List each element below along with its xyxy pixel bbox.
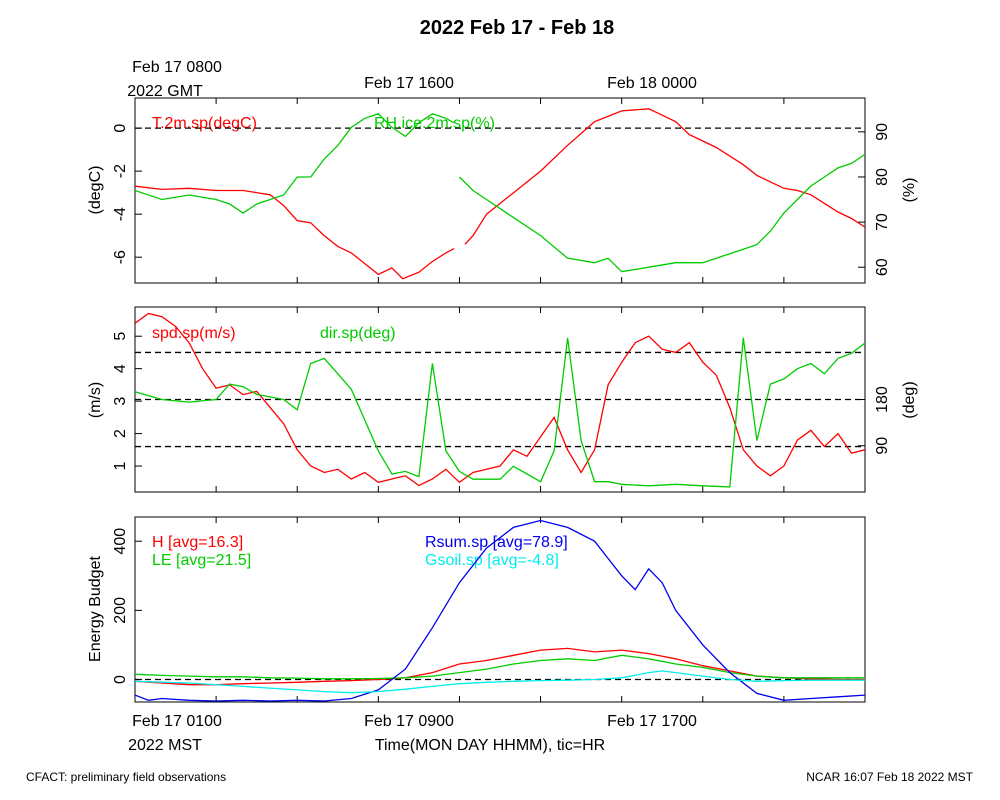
footer-left: CFACT: preliminary field observations (26, 770, 226, 784)
bottom-axis-timezone: 2022 MST (128, 737, 202, 754)
y-tick-label-left: 3 (112, 397, 129, 406)
legend-speed: spd.sp(m/s) (152, 325, 236, 342)
series-line-gsoil-sp (135, 670, 865, 694)
y-tick-label-right: 180 (874, 386, 891, 413)
y-tick-label-left: 0 (112, 675, 129, 684)
series-line-spd-sp-m-s- (135, 312, 865, 487)
y-tick-label-left: 2 (112, 429, 129, 438)
legend-h: H [avg=16.3] (152, 534, 243, 551)
y-tick-label-left: -6 (112, 250, 129, 264)
y-tick-label-left: -2 (112, 164, 129, 178)
series-line-t-2m-sp-degc- (135, 108, 865, 280)
panel-temperature-rh: (degC) (%) T.2m.sp(degC) RH.ice.2m.sp(%)… (87, 97, 918, 284)
y-tick-label-right: 90 (874, 123, 891, 141)
panel-frame (134, 516, 866, 703)
footer-right: NCAR 16:07 Feb 18 2022 MST (806, 770, 973, 784)
y-tick-label-left: 4 (112, 364, 129, 373)
top-axis-timezone: 2022 GMT (127, 83, 203, 100)
y-tick-label-left: 200 (112, 597, 129, 624)
panel-wind: (m/s) (deg) spd.sp(m/s) dir.sp(deg) 1 2 3 4… (87, 306, 918, 493)
chart-title: 2022 Feb 17 - Feb 18 (420, 17, 615, 39)
y-tick-label-left: -4 (112, 207, 129, 221)
series-line-rh-ice-2m-sp- (135, 113, 865, 273)
bottom-tick-label-1: Feb 17 0900 (364, 713, 454, 730)
legend-rsum: Rsum.sp [avg=78.9] (425, 534, 568, 551)
y-tick-label-right: 90 (874, 437, 891, 455)
y-tick-label-right: 60 (874, 258, 891, 276)
top-tick-label-2: Feb 18 0000 (607, 75, 697, 92)
series-line-le (135, 654, 865, 680)
y-tick-label-left: 1 (112, 461, 129, 470)
y-tick-label-right: 80 (874, 168, 891, 186)
y-axis-label-right: (%) (901, 178, 918, 203)
legend-gsoil: Gsoil.sp [avg=-4.8] (425, 552, 559, 569)
y-tick-label-left: 400 (112, 528, 129, 555)
legend-direction: dir.sp(deg) (320, 325, 396, 342)
y-axis-label-right: (deg) (901, 381, 918, 418)
panel-energy-budget: Energy Budget H [avg=16.3] LE [avg=21.5]… (87, 516, 866, 703)
series-line-rsum-sp (135, 519, 865, 702)
bottom-tick-label-0: Feb 17 0100 (132, 713, 222, 730)
x-axis-label: Time(MON DAY HHMM), tic=HR (375, 737, 605, 754)
bottom-tick-label-2: Feb 17 1700 (607, 713, 697, 730)
series-line-h (135, 647, 865, 686)
y-axis-label-left: (m/s) (87, 382, 104, 418)
legend-le: LE [avg=21.5] (152, 552, 251, 569)
y-tick-label-left: 5 (112, 332, 129, 341)
y-tick-label-right: 70 (874, 213, 891, 231)
y-tick-label-left: 0 (112, 124, 129, 133)
y-axis-label-left: (degC) (87, 166, 104, 215)
top-tick-label-0: Feb 17 0800 (132, 59, 222, 76)
series-line-dir-sp-deg- (135, 337, 865, 488)
top-tick-label-1: Feb 17 1600 (364, 75, 454, 92)
legend-t2m: T.2m.sp(degC) (152, 115, 257, 132)
y-axis-label-left: Energy Budget (87, 556, 104, 662)
legend-rh: RH.ice.2m.sp(%) (374, 115, 495, 132)
